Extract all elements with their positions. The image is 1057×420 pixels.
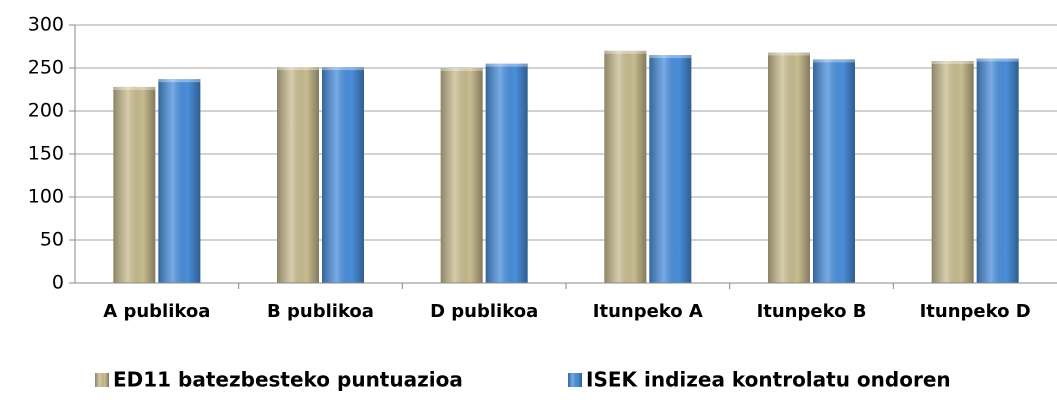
bar-top <box>158 79 201 83</box>
y-tick-label: 150 <box>28 143 64 165</box>
x-tick-label: A publikoa <box>103 301 210 322</box>
legend-label: ISEK indizea kontrolatu ondoren <box>586 368 951 392</box>
legend-swatch-shade <box>95 373 109 387</box>
bar-shade <box>813 59 855 284</box>
x-tick-label: B publikoa <box>267 301 374 322</box>
bar-top <box>113 86 156 90</box>
bar-top <box>649 55 692 59</box>
bar-top <box>813 59 855 63</box>
y-tick-label: 250 <box>28 57 64 79</box>
bar-shade <box>768 52 810 283</box>
legend-swatch-shade <box>568 373 582 387</box>
bar-shade <box>158 79 201 284</box>
y-tick-label: 200 <box>28 100 64 122</box>
y-tick-label: 0 <box>52 272 64 294</box>
x-tick-label: Itunpeko D <box>920 301 1031 322</box>
bar-top <box>277 67 319 71</box>
legend-label: ED11 batezbesteko puntuazioa <box>113 368 463 392</box>
bar-top <box>931 61 974 65</box>
bar-shade <box>440 68 483 283</box>
bar-shade <box>322 67 364 283</box>
y-tick-label: 50 <box>40 229 64 251</box>
bar-shade <box>976 58 1019 283</box>
y-tick-label: 100 <box>28 186 64 208</box>
x-tick-label: D publikoa <box>430 301 538 322</box>
bar-shade <box>277 67 319 283</box>
bar-top <box>485 63 528 67</box>
bar-top <box>976 58 1019 62</box>
bar-shade <box>604 50 647 283</box>
bar-shade <box>931 61 974 284</box>
x-tick-label: Itunpeko A <box>593 301 703 322</box>
bar-shade <box>113 86 156 283</box>
bar-top <box>440 68 483 71</box>
bar-shade <box>649 55 692 283</box>
bar-top <box>604 50 647 54</box>
bar-top <box>322 67 364 71</box>
y-tick-label: 300 <box>28 14 64 36</box>
bar-top <box>768 52 810 56</box>
x-tick-label: Itunpeko B <box>757 301 867 322</box>
bar-shade <box>485 63 528 284</box>
